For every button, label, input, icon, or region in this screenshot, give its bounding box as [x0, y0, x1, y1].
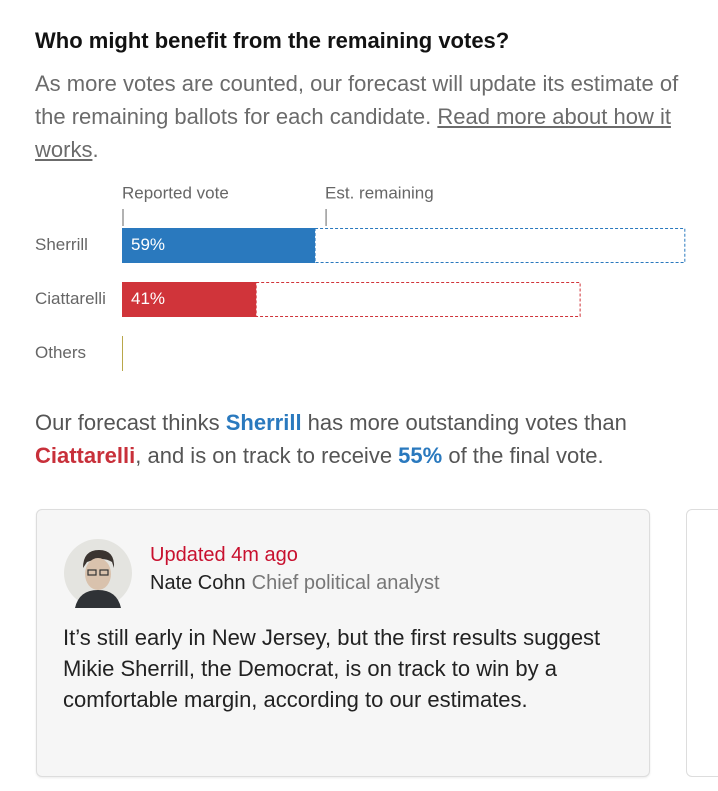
- intro-text: As more votes are counted, our forecast …: [35, 71, 679, 129]
- next-card: [686, 509, 718, 777]
- intro: As more votes are counted, our forecast …: [35, 67, 685, 166]
- value-label: 41%: [131, 289, 165, 308]
- chart: Reported vote Est. remaining Sherrill 59% Ci…: [35, 183, 686, 371]
- updated-time: Updated 4m ago: [150, 544, 298, 566]
- intro-end: .: [92, 137, 99, 162]
- avatar: [64, 539, 132, 608]
- category-label: Others: [35, 343, 86, 362]
- byline: Nate Cohn Chief political analyst: [150, 572, 440, 595]
- category-label: Ciattarelli: [35, 289, 106, 308]
- summary-text: Our forecast thinks: [35, 410, 226, 435]
- summary-text: , and is on track to receive: [135, 443, 399, 468]
- legend-label: Est. remaining: [325, 183, 434, 202]
- author-role: Chief political analyst: [251, 572, 440, 594]
- title: Who might benefit from the remaining vot…: [35, 28, 510, 53]
- candidate-name: Sherrill: [225, 410, 302, 435]
- legend-label: Reported vote: [122, 183, 229, 202]
- remaining-bar: [255, 282, 581, 317]
- author: Nate Cohn: [150, 572, 246, 594]
- summary-text: of the final vote.: [442, 443, 604, 468]
- forecast-share: 55%: [398, 443, 443, 468]
- reported-bar: [122, 282, 257, 317]
- value-label: 59%: [131, 235, 165, 254]
- category-label: Sherrill: [35, 235, 88, 254]
- update-card: Updated 4m ago Nate Cohn Chief political …: [36, 509, 650, 777]
- read-more-link[interactable]: Read more about how it works: [35, 104, 671, 162]
- remaining-bar: [314, 228, 686, 263]
- candidate-name: Ciattarelli: [35, 443, 136, 468]
- reported-bar: [122, 228, 316, 263]
- card-body: It’s still early in New Jersey, but the …: [63, 625, 601, 712]
- summary-text: has more outstanding votes than: [301, 410, 627, 435]
- summary: Our forecast thinks Sherrill has more ou…: [35, 406, 685, 472]
